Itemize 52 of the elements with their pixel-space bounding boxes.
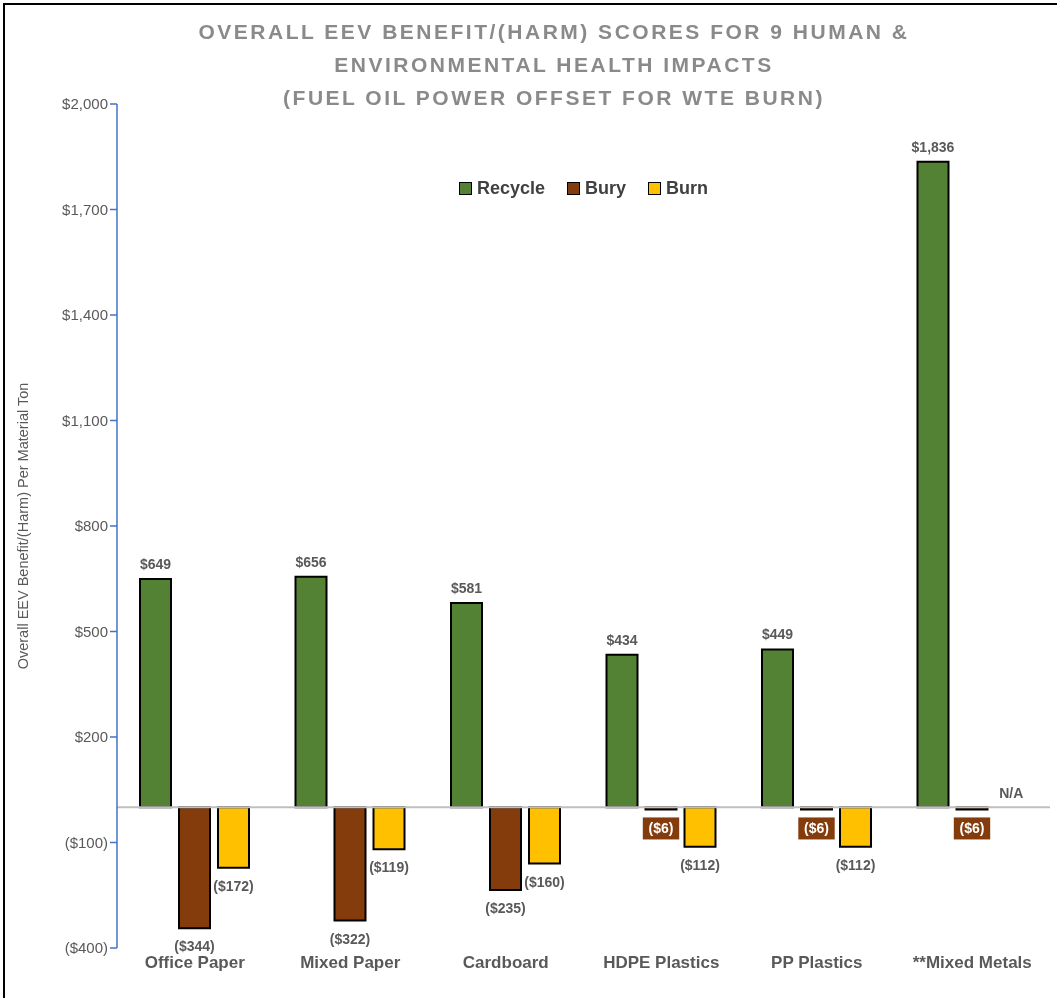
x-tick-label: Office Paper bbox=[144, 953, 246, 973]
bar bbox=[489, 806, 522, 891]
bar bbox=[605, 653, 639, 809]
data-label: $656 bbox=[295, 553, 327, 570]
y-tick-label: $800 bbox=[74, 517, 108, 535]
y-axis-title: Overall EEV Benefit/(Harm) Per Material Ton bbox=[15, 382, 32, 670]
data-label: ($6) bbox=[959, 820, 985, 837]
data-label: ($112) bbox=[680, 856, 720, 873]
bar bbox=[761, 648, 794, 809]
data-label: $1,836 bbox=[911, 138, 955, 155]
bar bbox=[333, 806, 367, 922]
bar bbox=[528, 806, 561, 865]
data-label: $449 bbox=[761, 626, 794, 643]
x-tick-label: **Mixed Metals bbox=[912, 953, 1032, 973]
data-label: ($119) bbox=[369, 859, 409, 876]
legend-label: Burn bbox=[666, 178, 709, 199]
bar bbox=[916, 160, 950, 809]
chart-title: OVERALL EEV BENEFIT/(HARM) SCORES FOR 9 HUMAN & ENVIRONMENTAL HEALTH IMPACTS (FUEL OIL POWER OFFSET FOR WTE BURN) bbox=[197, 19, 911, 111]
y-tick-label: $200 bbox=[74, 728, 108, 746]
data-label: ($322) bbox=[329, 930, 371, 947]
data-label: $581 bbox=[450, 580, 483, 597]
data-label: $434 bbox=[606, 631, 638, 648]
data-label: ($6) bbox=[648, 820, 674, 837]
data-label: $649 bbox=[139, 556, 172, 573]
bar bbox=[372, 806, 406, 851]
data-label: ($172) bbox=[213, 877, 254, 894]
y-tick-label: ($400) bbox=[64, 939, 108, 957]
y-tick-label: $1,100 bbox=[62, 411, 108, 429]
y-tick-label: $1,700 bbox=[62, 200, 108, 218]
y-tick-label: $500 bbox=[74, 622, 108, 640]
legend-label: Recycle bbox=[476, 178, 546, 199]
bar bbox=[450, 602, 483, 809]
x-tick-label: Cardboard bbox=[462, 953, 549, 973]
data-label: ($160) bbox=[524, 873, 565, 890]
y-tick-label: $2,000 bbox=[62, 95, 108, 113]
text: N/A bbox=[999, 785, 1024, 802]
bar bbox=[839, 806, 872, 848]
data-label: ($344) bbox=[174, 938, 215, 955]
bar bbox=[217, 806, 250, 869]
y-tick-label: $1,400 bbox=[62, 306, 108, 324]
x-tick-label: PP Plastics bbox=[771, 953, 863, 973]
data-label: ($235) bbox=[485, 899, 526, 916]
bar bbox=[294, 575, 328, 809]
bar bbox=[139, 578, 172, 809]
bar bbox=[683, 806, 717, 848]
bar bbox=[178, 806, 211, 930]
x-tick-label: Mixed Paper bbox=[300, 953, 401, 973]
data-label: ($112) bbox=[835, 856, 876, 873]
x-tick-label: HDPE Plastics bbox=[603, 953, 720, 973]
y-tick-label: ($100) bbox=[64, 833, 108, 851]
data-label: ($6) bbox=[804, 820, 829, 837]
legend-label: Bury bbox=[585, 178, 627, 199]
